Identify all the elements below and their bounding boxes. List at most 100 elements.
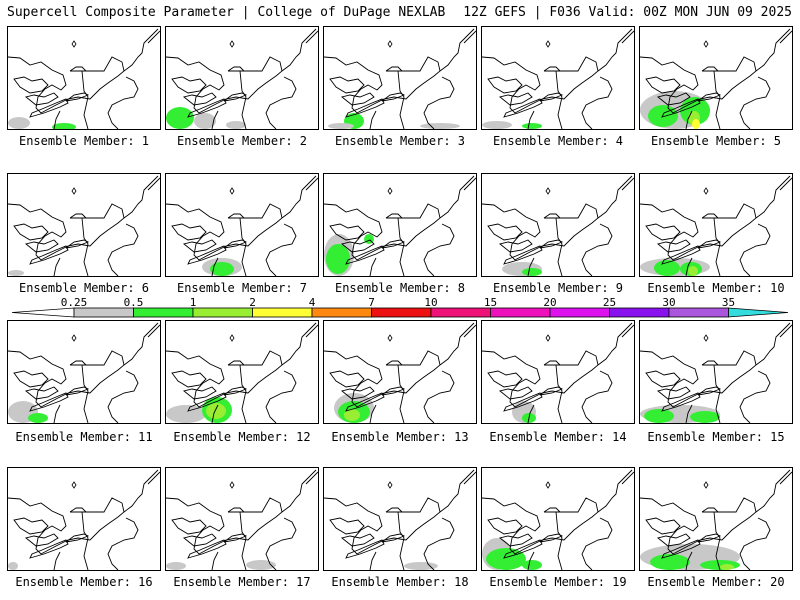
colorbar-segment	[311, 307, 372, 318]
map-title: Supercell Composite Parameter | College …	[7, 5, 446, 20]
ensemble-member-map	[481, 320, 635, 424]
ensemble-member-label: Ensemble Member: 12	[173, 430, 311, 444]
scp-field-map	[640, 469, 792, 570]
colorbar-tick-label: 30	[662, 297, 675, 309]
great-lakes-outline	[329, 517, 406, 559]
great-lakes-outline	[329, 76, 406, 118]
scp-contour-fill	[420, 123, 460, 129]
ensemble-member-label: Ensemble Member: 14	[489, 430, 627, 444]
great-lakes-outline	[13, 370, 90, 412]
scp-field-map	[324, 322, 476, 423]
scp-contour-fill	[226, 121, 246, 129]
ensemble-member-map	[7, 467, 161, 571]
scp-contour-fill	[326, 244, 350, 274]
ensemble-member-label: Ensemble Member: 5	[650, 134, 782, 148]
ensemble-member-label: Ensemble Member: 10	[647, 281, 785, 295]
island-marker	[545, 334, 551, 342]
ensemble-member-label: Ensemble Member: 4	[492, 134, 624, 148]
ensemble-member-map	[165, 173, 319, 277]
ensemble-member-label: Ensemble Member: 2	[176, 134, 308, 148]
island-marker	[703, 40, 709, 48]
scp-contour-fill	[522, 560, 542, 570]
scp-contour-fill	[688, 266, 698, 276]
coastline-border	[324, 28, 476, 129]
ensemble-member-label: Ensemble Member: 13	[331, 430, 469, 444]
colorbar-tick-label: 7	[368, 297, 375, 309]
coastline-border	[166, 322, 318, 423]
ensemble-member-map	[481, 467, 635, 571]
scp-contour-fill	[28, 413, 48, 423]
island-marker	[387, 187, 393, 195]
coastline-border	[166, 175, 318, 276]
scp-contour-fill	[8, 562, 18, 570]
ensemble-member-map	[481, 173, 635, 277]
coastline-border	[640, 28, 792, 129]
colorbar-tick-label: 15	[484, 297, 497, 309]
colorbar-tick-label: 10	[424, 297, 437, 309]
scp-field-map	[324, 175, 476, 276]
coastline-border	[482, 175, 634, 276]
island-marker	[387, 334, 393, 342]
great-lakes-outline	[171, 517, 248, 559]
colorbar-segment	[133, 307, 194, 318]
great-lakes-outline	[329, 370, 406, 412]
great-lakes-outline	[13, 76, 90, 118]
island-marker	[229, 40, 235, 48]
scp-contour-fill	[692, 119, 700, 129]
great-lakes-outline	[171, 76, 248, 118]
colorbar-tick-label: 2	[249, 297, 256, 309]
scp-contour-fill	[166, 107, 194, 129]
scp-field-map	[166, 469, 318, 570]
great-lakes-outline	[487, 223, 564, 265]
island-marker	[71, 40, 77, 48]
ensemble-member-label: Ensemble Member: 7	[176, 281, 308, 295]
colorbar-tick-label: 25	[603, 297, 616, 309]
ensemble-member-map	[639, 467, 793, 571]
great-lakes-outline	[487, 76, 564, 118]
ensemble-member-map	[639, 26, 793, 130]
island-marker	[545, 40, 551, 48]
colorbar-segment	[549, 307, 610, 318]
scp-contour-fill	[194, 113, 216, 129]
ensemble-member-map	[7, 173, 161, 277]
great-lakes-outline	[645, 76, 722, 118]
colorbar-segment	[252, 307, 313, 318]
ensemble-member-label: Ensemble Member: 17	[173, 575, 311, 589]
scp-contour-fill	[522, 268, 542, 276]
scp-contour-fill	[720, 564, 734, 570]
ensemble-member-label: Ensemble Member: 9	[492, 281, 624, 295]
ensemble-member-map	[323, 467, 477, 571]
scp-contour-fill	[690, 411, 720, 423]
coastline-border	[324, 322, 476, 423]
scp-field-map	[640, 175, 792, 276]
scp-field-map	[8, 322, 160, 423]
coastline-border	[482, 322, 634, 423]
great-lakes-outline	[645, 517, 722, 559]
scp-field-map	[640, 322, 792, 423]
great-lakes-outline	[171, 370, 248, 412]
colorbar-tick-label: 4	[309, 297, 316, 309]
island-marker	[703, 481, 709, 489]
coastline-border	[640, 322, 792, 423]
colorbar-tick-label: 20	[543, 297, 556, 309]
colorbar-segment	[728, 307, 788, 318]
coastline-border	[166, 469, 318, 570]
ensemble-member-map	[7, 26, 161, 130]
ensemble-member-map	[165, 26, 319, 130]
ensemble-member-label: Ensemble Member: 18	[331, 575, 469, 589]
ensemble-member-map	[639, 173, 793, 277]
scp-contour-fill	[522, 123, 542, 129]
scp-field-map	[324, 469, 476, 570]
scp-field-map	[8, 469, 160, 570]
scp-contour-fill	[680, 97, 710, 125]
island-marker	[229, 187, 235, 195]
colorbar-segment	[609, 307, 670, 318]
scp-field-map	[482, 322, 634, 423]
ensemble-member-map	[323, 320, 477, 424]
island-marker	[545, 481, 551, 489]
scp-contour-fill	[644, 409, 674, 423]
coastline-border	[166, 28, 318, 129]
ensemble-member-label: Ensemble Member: 19	[489, 575, 627, 589]
scp-contour-fill	[52, 123, 76, 129]
colorbar-tick-label: 0.25	[61, 297, 88, 309]
